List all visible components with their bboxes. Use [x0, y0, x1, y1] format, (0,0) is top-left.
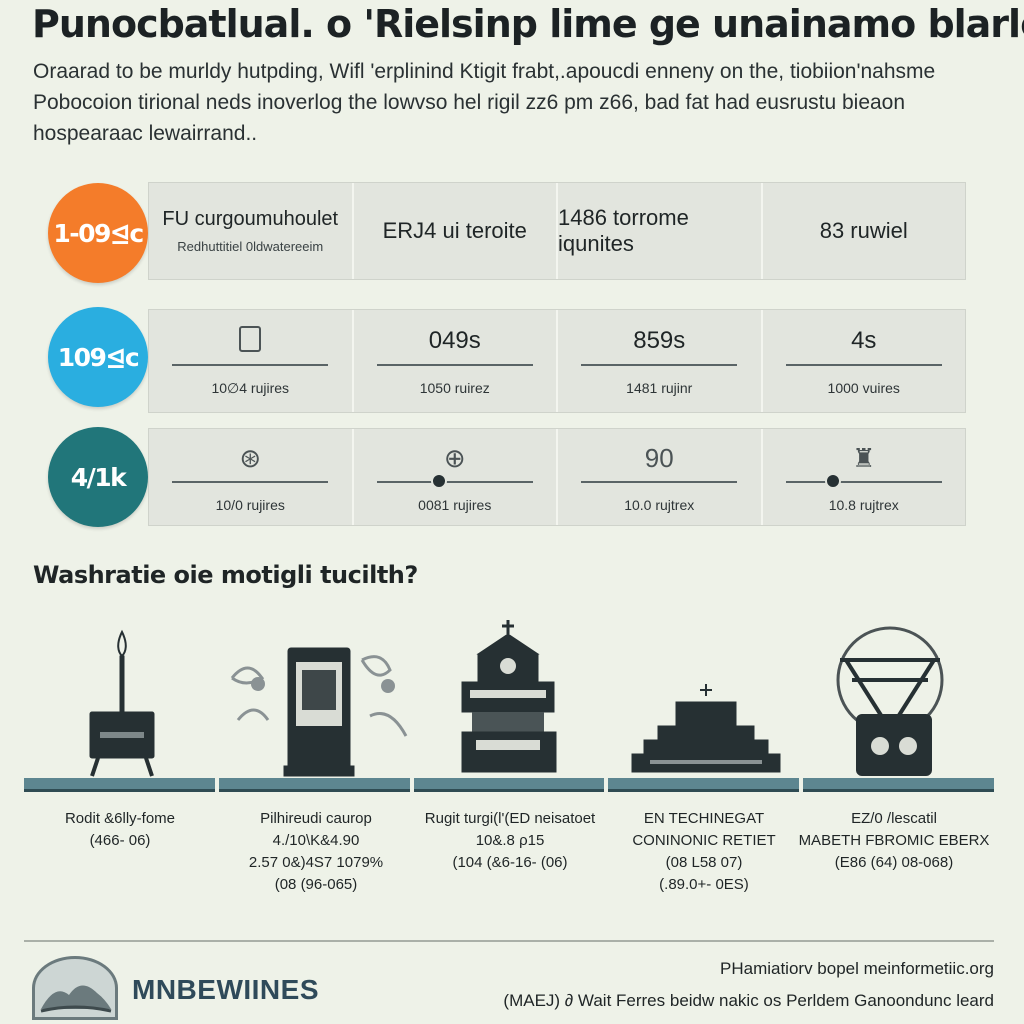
- stat-value: 049s: [428, 327, 481, 354]
- era-label: Rugit turgi(l'(ED neisatoet 10&.8 ρ15 (1…: [412, 808, 608, 874]
- globe-icon: ⊛: [239, 443, 262, 473]
- capitol-building-icon: [631, 684, 781, 773]
- intro-line: hospearaac lewairrand..: [33, 122, 258, 145]
- timeline-segment: [803, 778, 994, 792]
- era-line: 10&.8 ρ15: [475, 832, 545, 849]
- stat-value: 859s: [633, 327, 686, 354]
- stat-caption: 1050 ruirez: [419, 380, 490, 396]
- satellite-machine-icon: [836, 626, 944, 776]
- stat-caption: 10.0 rujtrex: [624, 497, 695, 513]
- stat-cell: 90 10.0 rujtrex: [556, 429, 761, 525]
- stat-cell: 4s 1000 vuires: [760, 310, 966, 412]
- stat-caption: 1481 rujinr: [626, 380, 693, 396]
- stat-badge-orange: 1-09⊴c: [48, 183, 148, 283]
- slider-knob[interactable]: [824, 473, 841, 489]
- era-label: Pilhireudi caurop 4./10\K&4.90 2.57 0&)4…: [218, 808, 414, 896]
- stat-badge-teal: 4/1k: [48, 427, 148, 527]
- stat-cell: ERJ4 ui teroite: [351, 183, 557, 279]
- intro-paragraph: Oraarad to be murldy hutpding, Wifl 'erp…: [33, 56, 983, 149]
- era-line: Rodit &6lly-fome: [64, 810, 176, 827]
- slider-track[interactable]: [785, 473, 942, 489]
- stat-caption: 1000 vuires: [827, 380, 900, 396]
- stat-cell: ⊕ 0081 rujires: [351, 429, 557, 525]
- intro-line: Oraarad to be murldy hutpding, Wifl 'erp…: [33, 60, 936, 83]
- footer-credits: PHamiatiorv bopel meinformetiic.org (MAE…: [503, 953, 994, 1017]
- timeline-segment: [413, 778, 605, 792]
- stats-row: ⊛ 10/0 rujires ⊕ 0081 rujires 90 10.0 ru…: [148, 428, 966, 526]
- stats-row: FU curgoumuhoulet Redhuttitiel 0ldwatere…: [148, 182, 966, 280]
- era-label: Rodit &6lly-fome (466- 06): [22, 808, 218, 852]
- divider-line: [376, 364, 533, 366]
- era-line: Rugit turgi(l'(ED neisatoet: [424, 810, 596, 827]
- timeline-segment: [218, 778, 410, 792]
- stat-main: 83 ruwiel: [819, 218, 908, 243]
- slider-knob[interactable]: [431, 473, 448, 489]
- section-subtitle: Washratie oie motigli tucilth?: [33, 561, 418, 589]
- stat-cell: 10∅4 rujires: [149, 310, 352, 412]
- era-label: EN TECHINEGAT CONINONIC RETIET (08 L58 0…: [606, 808, 802, 896]
- divider-line: [785, 364, 942, 366]
- stat-value: 4s: [851, 327, 877, 354]
- era-line: 2.57 0&)4S7 1079%: [248, 854, 384, 871]
- stat-main: 1486 torrome iqunites: [558, 205, 689, 256]
- era-line: (466- 06): [89, 832, 151, 849]
- footer-line: (MAEJ) ∂ Wait Ferres beidw nakic os Perl…: [503, 991, 994, 1010]
- divider-line: [172, 363, 329, 366]
- divider-line: [172, 481, 329, 483]
- globe-icon: ⊕: [443, 443, 466, 473]
- stat-badge-blue: 109⊴c: [48, 307, 148, 407]
- stat-caption: 10.8 rujtrex: [828, 497, 899, 513]
- divider-line: [581, 364, 738, 366]
- logo-icon: [32, 956, 118, 1020]
- stat-caption: 10∅4 rujires: [211, 379, 290, 396]
- era-line: Pilhireudi caurop: [260, 810, 372, 827]
- stat-cell: 859s 1481 rujinr: [556, 310, 761, 412]
- era-line: MABETH FBROMIC EBERX: [798, 832, 990, 849]
- footer-line[interactable]: PHamiatiorv bopel meinformetiic.org: [720, 959, 994, 978]
- stat-cell: 83 ruwiel: [760, 183, 966, 279]
- stat-cell: ⊛ 10/0 rujires: [149, 429, 352, 525]
- stat-cell: 049s 1050 ruirez: [351, 310, 557, 412]
- era-line: 4./10\K&4.90: [272, 832, 360, 849]
- logo-text: MNBEWIINES: [132, 974, 319, 1005]
- stat-caption: 10/0 rujires: [215, 497, 285, 513]
- stat-cell: ♜ 10.8 rujtrex: [760, 429, 966, 525]
- stat-main: FU curgoumuhoulet: [162, 208, 339, 230]
- era-line: EZ/0 /lescatil: [851, 810, 937, 827]
- tower-building-icon: [461, 620, 557, 773]
- divider-line: [581, 481, 738, 483]
- era-line: EN TECHINEGAT: [643, 810, 765, 827]
- building-icon: ♜: [852, 443, 876, 473]
- lamp-stove-icon: [89, 629, 155, 777]
- timeline-segment: [608, 778, 800, 792]
- stat-glyph: 90: [644, 443, 674, 473]
- era-line: (08 L58 07): [665, 854, 743, 871]
- document-icon: [239, 325, 262, 352]
- stat-main: ERJ4 ui teroite: [382, 218, 527, 243]
- page-title: Punocbatlual. o 'Rielsinp lime ge unaina…: [32, 2, 1024, 46]
- era-label: EZ/0 /lescatil MABETH FBROMIC EBERX (E86…: [796, 808, 992, 874]
- footer-divider: [24, 940, 994, 942]
- era-line: (08 (96-065): [274, 876, 358, 893]
- intro-line: Pobocoion tirional neds inoverlog the lo…: [33, 91, 906, 114]
- illustrations: [89, 620, 944, 777]
- stat-caption: 0081 rujires: [418, 497, 492, 513]
- stat-sub: Redhuttitiel 0ldwatereeim: [177, 239, 324, 254]
- era-line: CONINONIC RETIET: [632, 832, 776, 849]
- timeline-bar: [24, 778, 994, 792]
- era-line: (.89.0+- 0ES): [659, 876, 749, 893]
- era-line: (104 (&6-16- (06): [452, 854, 568, 871]
- stats-row: 10∅4 rujires 049s 1050 ruirez 859s 1481 …: [148, 309, 966, 413]
- stat-cell: FU curgoumuhoulet Redhuttitiel 0ldwatere…: [149, 183, 352, 279]
- machine-icon: [230, 647, 408, 777]
- stat-cell: 1486 torrome iqunites: [556, 183, 761, 279]
- timeline-segment: [24, 778, 215, 792]
- era-line: (E86 (64) 08-068): [834, 854, 954, 871]
- slider-track[interactable]: [376, 473, 533, 489]
